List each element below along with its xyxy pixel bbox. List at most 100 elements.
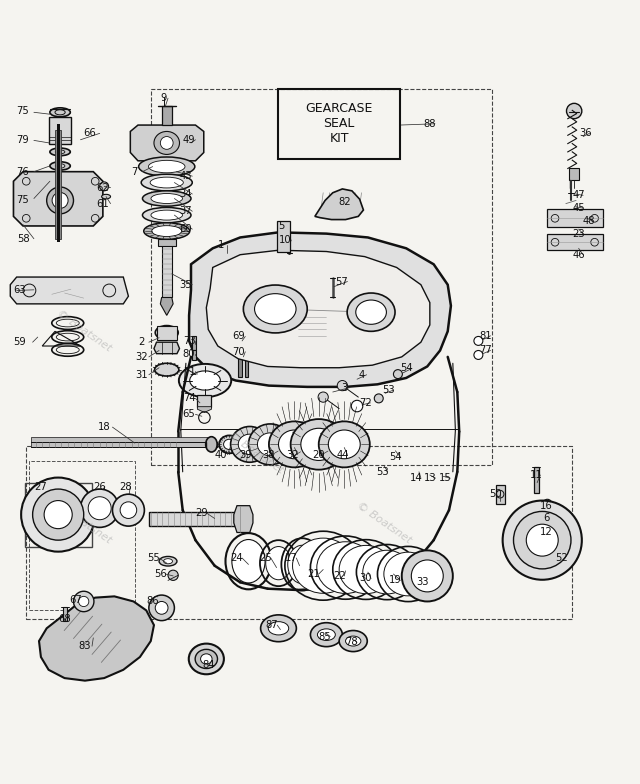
Text: 53: 53 bbox=[376, 466, 389, 477]
Text: 75: 75 bbox=[17, 195, 29, 205]
Text: 18: 18 bbox=[98, 422, 111, 432]
Ellipse shape bbox=[161, 328, 173, 336]
Circle shape bbox=[513, 511, 571, 569]
Bar bbox=[31, 437, 213, 447]
Circle shape bbox=[394, 369, 403, 379]
Ellipse shape bbox=[139, 157, 195, 176]
Bar bbox=[158, 239, 175, 246]
Circle shape bbox=[79, 597, 89, 607]
Text: 21: 21 bbox=[307, 569, 320, 579]
Circle shape bbox=[21, 477, 95, 552]
Ellipse shape bbox=[268, 622, 289, 635]
Ellipse shape bbox=[152, 226, 182, 237]
Text: 62: 62 bbox=[97, 183, 109, 193]
Circle shape bbox=[149, 595, 174, 621]
Circle shape bbox=[100, 182, 109, 191]
Ellipse shape bbox=[328, 430, 360, 459]
Circle shape bbox=[74, 591, 94, 612]
Bar bbox=[157, 325, 177, 339]
Ellipse shape bbox=[317, 629, 335, 641]
Ellipse shape bbox=[195, 649, 218, 669]
Polygon shape bbox=[315, 189, 364, 220]
Ellipse shape bbox=[143, 191, 191, 206]
Circle shape bbox=[474, 350, 483, 359]
Text: 77: 77 bbox=[479, 346, 492, 355]
Circle shape bbox=[374, 394, 383, 403]
Text: 76: 76 bbox=[17, 167, 29, 176]
Circle shape bbox=[526, 524, 558, 556]
Ellipse shape bbox=[346, 636, 361, 646]
Text: 25: 25 bbox=[259, 553, 272, 563]
Bar bbox=[238, 339, 242, 377]
Bar bbox=[162, 106, 172, 125]
Bar bbox=[162, 240, 172, 297]
Polygon shape bbox=[10, 277, 129, 304]
Text: 45: 45 bbox=[572, 203, 585, 213]
Text: 68: 68 bbox=[58, 614, 71, 624]
Text: 17: 17 bbox=[285, 553, 298, 563]
Text: 40: 40 bbox=[215, 449, 227, 459]
Text: 16: 16 bbox=[540, 501, 553, 510]
Bar bbox=[278, 89, 400, 159]
Ellipse shape bbox=[205, 437, 217, 452]
Circle shape bbox=[318, 392, 328, 402]
Ellipse shape bbox=[200, 654, 212, 664]
Circle shape bbox=[474, 336, 483, 346]
Circle shape bbox=[156, 601, 168, 614]
Text: 61: 61 bbox=[97, 198, 109, 209]
Circle shape bbox=[543, 526, 552, 535]
Text: 73: 73 bbox=[183, 336, 195, 346]
Circle shape bbox=[33, 489, 84, 540]
Text: 52: 52 bbox=[555, 553, 568, 563]
Text: 84: 84 bbox=[202, 660, 214, 670]
Text: 36: 36 bbox=[579, 129, 592, 138]
Text: 49: 49 bbox=[183, 135, 195, 145]
Text: 35: 35 bbox=[180, 280, 192, 290]
Circle shape bbox=[137, 507, 143, 514]
Text: 55: 55 bbox=[148, 553, 161, 563]
Text: 87: 87 bbox=[266, 620, 278, 630]
Text: 11: 11 bbox=[529, 470, 542, 480]
Text: 7: 7 bbox=[132, 167, 138, 176]
Bar bbox=[149, 512, 248, 526]
Text: 67: 67 bbox=[70, 594, 83, 604]
Text: 39: 39 bbox=[239, 449, 252, 459]
Bar bbox=[197, 395, 211, 407]
Text: © Boatsnet: © Boatsnet bbox=[227, 430, 285, 475]
Text: 12: 12 bbox=[540, 528, 553, 538]
Text: 46: 46 bbox=[572, 249, 585, 260]
Text: 43: 43 bbox=[180, 171, 192, 181]
Ellipse shape bbox=[144, 223, 189, 239]
Ellipse shape bbox=[319, 421, 370, 467]
Text: 38: 38 bbox=[262, 449, 275, 459]
Ellipse shape bbox=[257, 433, 283, 456]
Text: 34: 34 bbox=[180, 189, 192, 199]
Text: 30: 30 bbox=[360, 573, 372, 583]
Ellipse shape bbox=[189, 371, 220, 390]
Text: 54: 54 bbox=[389, 452, 402, 462]
Ellipse shape bbox=[155, 363, 179, 376]
Circle shape bbox=[113, 494, 145, 526]
Text: 9: 9 bbox=[161, 93, 167, 103]
Ellipse shape bbox=[50, 148, 70, 156]
Polygon shape bbox=[206, 250, 430, 368]
Text: 86: 86 bbox=[147, 597, 159, 607]
Text: 74: 74 bbox=[183, 394, 195, 404]
Polygon shape bbox=[131, 125, 204, 161]
Text: 75: 75 bbox=[17, 106, 29, 116]
Text: 47: 47 bbox=[572, 191, 585, 200]
Circle shape bbox=[168, 570, 178, 580]
Text: 28: 28 bbox=[119, 481, 132, 492]
Text: 50: 50 bbox=[490, 489, 502, 499]
Ellipse shape bbox=[339, 546, 393, 593]
Text: 57: 57 bbox=[335, 277, 348, 286]
Text: 60: 60 bbox=[180, 224, 192, 234]
Text: © Boatsnet: © Boatsnet bbox=[355, 500, 413, 546]
Text: 23: 23 bbox=[572, 229, 585, 238]
Ellipse shape bbox=[150, 177, 183, 188]
Bar bbox=[191, 336, 196, 350]
Ellipse shape bbox=[363, 550, 412, 594]
Text: 65: 65 bbox=[182, 409, 195, 419]
Ellipse shape bbox=[151, 210, 182, 220]
Ellipse shape bbox=[248, 424, 292, 465]
